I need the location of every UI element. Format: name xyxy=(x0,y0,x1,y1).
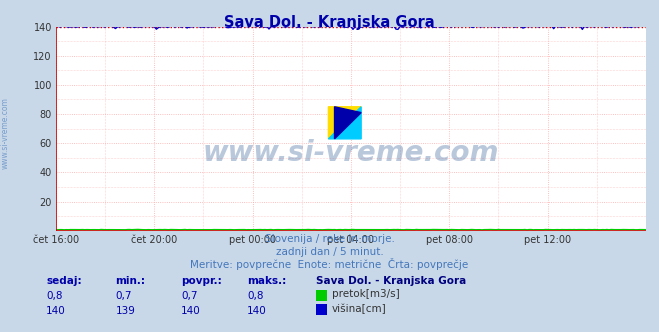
Text: 0,8: 0,8 xyxy=(247,291,264,301)
Text: 0,8: 0,8 xyxy=(46,291,63,301)
Text: sedaj:: sedaj: xyxy=(46,276,82,286)
Text: 140: 140 xyxy=(247,306,267,316)
Text: povpr.:: povpr.: xyxy=(181,276,222,286)
Text: 139: 139 xyxy=(115,306,135,316)
Text: 140: 140 xyxy=(46,306,66,316)
Text: višina[cm]: višina[cm] xyxy=(332,303,387,314)
Text: www.si-vreme.com: www.si-vreme.com xyxy=(1,97,10,169)
Text: maks.:: maks.: xyxy=(247,276,287,286)
Text: www.si-vreme.com: www.si-vreme.com xyxy=(203,139,499,167)
Text: zadnji dan / 5 minut.: zadnji dan / 5 minut. xyxy=(275,247,384,257)
Text: Meritve: povprečne  Enote: metrične  Črta: povprečje: Meritve: povprečne Enote: metrične Črta:… xyxy=(190,258,469,270)
Text: 0,7: 0,7 xyxy=(115,291,132,301)
Text: Sava Dol. - Kranjska Gora: Sava Dol. - Kranjska Gora xyxy=(316,276,467,286)
Polygon shape xyxy=(335,107,361,139)
Text: Slovenija / reke in morje.: Slovenija / reke in morje. xyxy=(264,234,395,244)
Text: 140: 140 xyxy=(181,306,201,316)
Text: pretok[m3/s]: pretok[m3/s] xyxy=(332,290,400,299)
Text: min.:: min.: xyxy=(115,276,146,286)
Text: 0,7: 0,7 xyxy=(181,291,198,301)
Polygon shape xyxy=(328,107,361,139)
Text: Sava Dol. - Kranjska Gora: Sava Dol. - Kranjska Gora xyxy=(224,15,435,30)
Polygon shape xyxy=(328,107,361,139)
